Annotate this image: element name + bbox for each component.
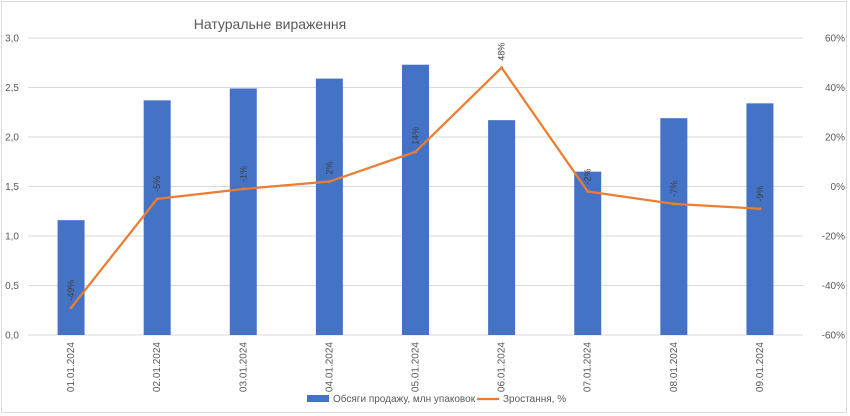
growth-data-label: -49%	[66, 280, 76, 301]
legend-label-bars: Обсяги продажу, млн упаковок	[333, 393, 476, 405]
growth-data-label: -2%	[583, 168, 593, 184]
line-point	[500, 66, 504, 70]
bar	[402, 64, 429, 335]
y-right-tick-label: 60%	[825, 34, 845, 45]
line-point	[69, 306, 73, 310]
bar	[229, 88, 257, 336]
y-left-tick-label: 0,0	[5, 331, 19, 342]
bar	[574, 171, 602, 335]
y-left-tick-label: 1,5	[5, 182, 19, 193]
growth-data-label: 48%	[497, 43, 507, 61]
bar	[315, 78, 343, 335]
y-left-tick-label: 1,0	[5, 232, 19, 243]
y-left-tick-label: 2,0	[5, 133, 19, 144]
growth-data-label: -7%	[669, 181, 679, 197]
y-left-tick-label: 0,5	[5, 281, 19, 292]
x-category-label: 06.01.2024	[497, 342, 508, 392]
y-left-tick-label: 3,0	[5, 34, 19, 45]
line-point	[241, 187, 245, 191]
data-labels: -49% -5% -1% 2% 14% 48% -2% -7% -9%	[66, 43, 765, 301]
growth-data-label: 14%	[411, 127, 421, 145]
axes: 0,0 0,5 1,0 1,5 2,0 2,5 3,0 -60% -40% -20% 0% 20% 40…	[5, 34, 845, 393]
x-category-label: 08.01.2024	[669, 342, 680, 392]
bar-series	[57, 64, 774, 336]
line-point	[327, 180, 331, 184]
x-category-label: 04.01.2024	[324, 342, 335, 392]
x-category-label: 01.01.2024	[66, 342, 77, 392]
legend: Обсяги продажу, млн упаковок Зростання, %	[307, 393, 566, 405]
x-category-label: 03.01.2024	[238, 342, 249, 392]
growth-data-label: 2%	[324, 162, 334, 175]
chart-title: Натуральне вираження	[194, 16, 346, 32]
x-category-label: 09.01.2024	[755, 342, 766, 392]
y-right-tick-label: -60%	[822, 331, 845, 342]
bar	[57, 220, 85, 335]
line-point	[672, 202, 676, 206]
line-series	[69, 66, 762, 310]
line-point	[586, 189, 590, 193]
growth-data-label: -9%	[755, 186, 765, 202]
x-category-label: 05.01.2024	[411, 342, 422, 392]
y-left-tick-label: 2,5	[5, 83, 19, 94]
x-category-label: 02.01.2024	[152, 342, 163, 392]
growth-data-label: -1%	[238, 166, 248, 182]
y-right-tick-label: 40%	[825, 83, 845, 94]
legend-label-line: Зростання, %	[503, 394, 566, 405]
x-category-label: 07.01.2024	[583, 342, 594, 392]
bar	[660, 118, 688, 335]
y-right-tick-label: 0%	[831, 182, 846, 193]
line-point	[414, 150, 417, 154]
bar	[143, 100, 171, 336]
growth-data-label: -5%	[152, 176, 162, 192]
y-right-tick-label: -40%	[822, 281, 845, 292]
line-point	[758, 207, 762, 211]
y-right-tick-label: 20%	[825, 133, 845, 144]
bar	[488, 120, 516, 335]
legend-swatch-bars	[307, 395, 329, 402]
bar	[746, 103, 774, 335]
line-point	[155, 197, 159, 201]
y-right-tick-label: -20%	[822, 232, 845, 243]
